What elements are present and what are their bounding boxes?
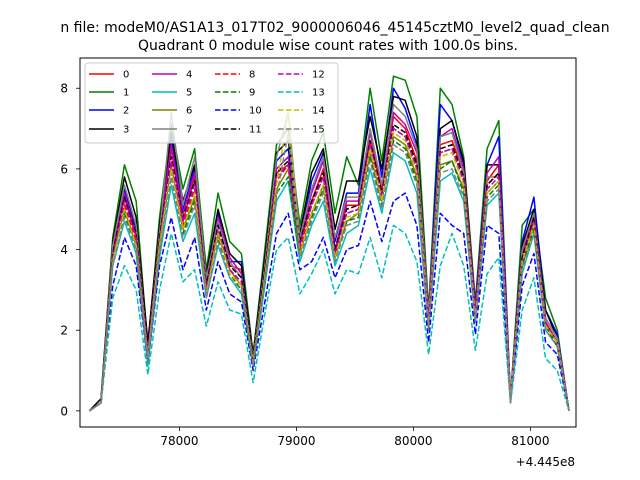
x-tick-label: 79000 [277,434,315,448]
x-tick-label: 80000 [394,434,432,448]
x-tick-label: 78000 [160,434,198,448]
series-line-12: 12 [88,127,570,412]
legend-label-5: 5 [186,88,192,99]
x-tick-label: 81000 [511,434,549,448]
y-tick-label: 6 [60,162,68,176]
series-line-5: 5 [88,152,570,412]
series-line-10: 10 [88,192,570,412]
legend-label-12: 12 [312,70,325,81]
y-tick-label: 0 [60,404,68,418]
chart-title: Quadrant 0 module wise count rates with … [138,38,518,54]
legend-label-15: 15 [312,125,325,136]
series-line-3: 3 [88,95,570,412]
series-line-4: 4 [88,111,570,412]
legend-label-8: 8 [249,70,255,81]
legend-frame [84,62,339,144]
axes-frame [79,57,577,428]
legend-label-7: 7 [186,125,192,136]
series-line-15: 15 [88,131,570,412]
series-line-13: 13 [88,224,570,412]
legend-label-13: 13 [312,88,325,99]
legend-label-0: 0 [123,70,129,81]
legend-label-14: 14 [312,106,325,117]
legend-label-4: 4 [186,70,192,81]
y-tick-label: 8 [60,82,68,96]
legend-label-9: 9 [249,88,255,99]
legend-label-2: 2 [123,106,129,117]
y-tick-label: 4 [60,243,68,257]
x-offset-label: +4.445e8 [516,455,575,469]
x-axis: 78000 79000 80000 81000 [160,427,549,448]
legend-label-10: 10 [249,106,262,117]
y-axis: 0 2 4 6 8 [60,82,80,418]
legend-label-3: 3 [123,125,129,136]
y-tick-label: 2 [60,324,68,338]
legend-label-6: 6 [186,106,192,117]
legend-label-11: 11 [249,125,262,136]
figure-suptitle: n file: modeM0/AS1A13_017T02_9000006046_… [60,20,609,36]
legend-label-1: 1 [123,88,129,99]
series-line-14: 14 [88,111,570,412]
